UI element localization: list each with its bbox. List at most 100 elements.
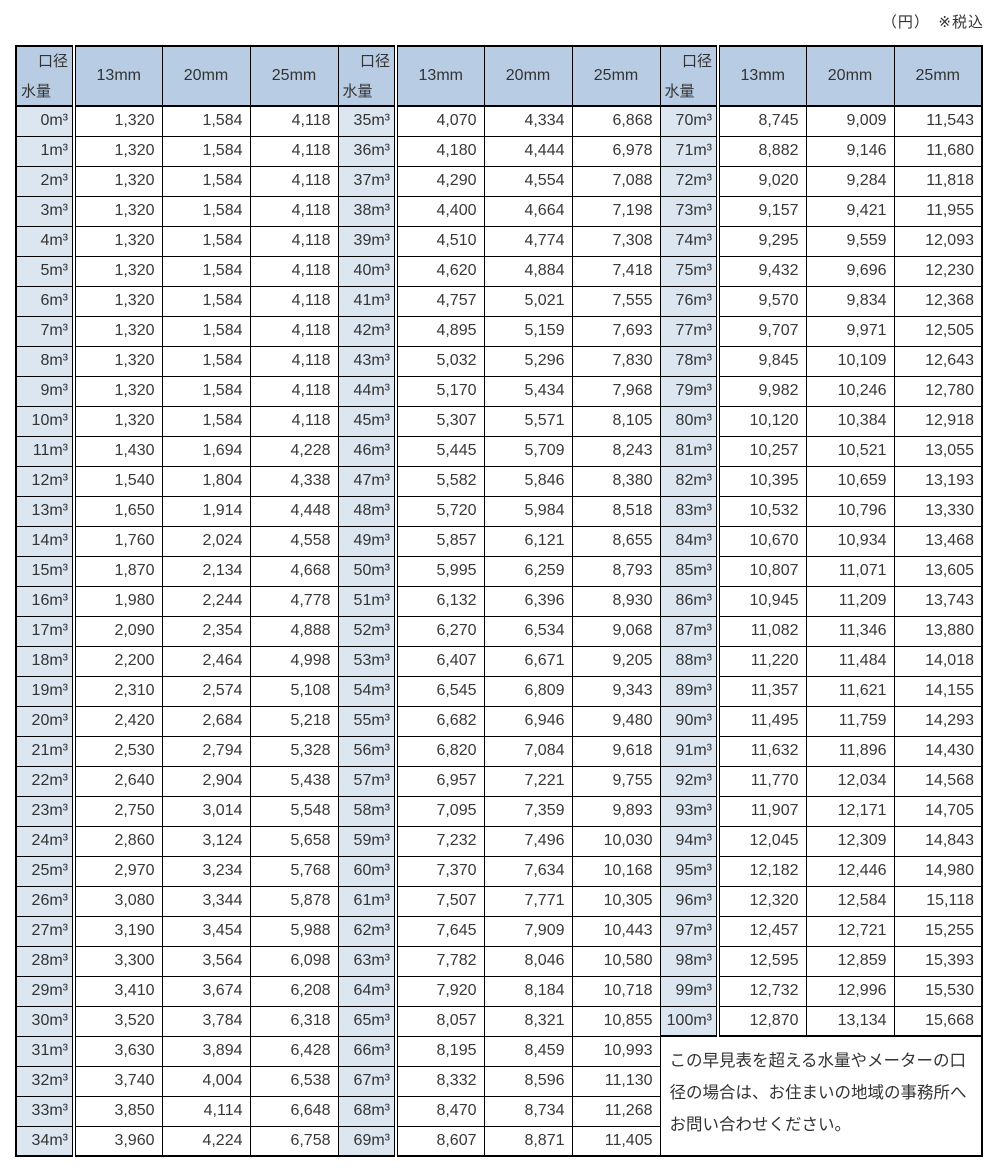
volume-label: 水量 (342, 83, 373, 100)
price-cell: 14,293 (893, 705, 983, 737)
price-cell: 6,946 (483, 705, 573, 737)
price-cell: 4,118 (249, 285, 339, 317)
table-row: 30m³ 3,520 3,784 6,318 65m³ 8,057 8,321 10,855 1… (15, 1005, 983, 1037)
volume-cell: 72m³ (659, 165, 720, 197)
price-cell: 8,882 (717, 135, 807, 167)
price-cell: 7,968 (571, 375, 661, 407)
price-cell: 5,438 (249, 765, 339, 797)
price-cell: 8,184 (483, 975, 573, 1007)
volume-cell: 9m³ (15, 375, 76, 407)
price-cell: 6,868 (571, 105, 661, 137)
volume-cell: 73m³ (659, 195, 720, 227)
price-cell: 6,407 (395, 645, 485, 677)
price-cell: 1,584 (161, 225, 251, 257)
price-cell: 3,080 (73, 885, 163, 917)
price-cell: 9,570 (717, 285, 807, 317)
price-cell: 12,309 (805, 825, 895, 857)
price-cell: 1,584 (161, 285, 251, 317)
price-cell: 1,320 (73, 405, 163, 437)
price-cell: 2,530 (73, 735, 163, 767)
price-cell: 6,682 (395, 705, 485, 737)
price-cell: 3,894 (161, 1035, 251, 1067)
price-cell: 11,770 (717, 765, 807, 797)
price-cell: 4,558 (249, 525, 339, 557)
corner-header-cell: 口径 水量 (337, 45, 398, 107)
price-cell: 10,659 (805, 465, 895, 497)
volume-cell: 85m³ (659, 555, 720, 587)
volume-cell: 37m³ (337, 165, 398, 197)
volume-cell: 69m³ (337, 1125, 398, 1157)
price-cell: 9,707 (717, 315, 807, 347)
price-cell: 8,596 (483, 1065, 573, 1097)
price-cell: 10,718 (571, 975, 661, 1007)
price-cell: 1,914 (161, 495, 251, 527)
price-cell: 9,421 (805, 195, 895, 227)
volume-cell: 46m³ (337, 435, 398, 467)
price-cell: 4,224 (161, 1125, 251, 1157)
price-cell: 7,830 (571, 345, 661, 377)
volume-cell: 96m³ (659, 885, 720, 917)
price-cell: 2,354 (161, 615, 251, 647)
price-cell: 2,244 (161, 585, 251, 617)
price-cell: 11,220 (717, 645, 807, 677)
volume-cell: 50m³ (337, 555, 398, 587)
price-cell: 10,443 (571, 915, 661, 947)
volume-cell: 65m³ (337, 1005, 398, 1037)
price-cell: 6,121 (483, 525, 573, 557)
price-cell: 10,030 (571, 825, 661, 857)
table-row: 33m³ 3,850 4,114 6,648 68m³ 8,470 8,734 11,268 (15, 1095, 982, 1127)
table-row: 16m³ 1,980 2,244 4,778 51m³ 6,132 6,396 8,930 86… (15, 585, 983, 617)
price-cell: 1,584 (161, 375, 251, 407)
price-cell: 5,988 (249, 915, 339, 947)
price-cell: 10,532 (717, 495, 807, 527)
volume-cell: 79m³ (659, 375, 720, 407)
volume-cell: 100m³ (659, 1005, 720, 1037)
volume-cell: 49m³ (337, 525, 398, 557)
volume-cell: 63m³ (337, 945, 398, 977)
column-header-13mm: 13mm (395, 45, 485, 107)
price-cell: 4,118 (249, 315, 339, 347)
volume-cell: 36m³ (337, 135, 398, 167)
price-cell: 11,357 (717, 675, 807, 707)
volume-cell: 80m³ (659, 405, 720, 437)
column-header-20mm: 20mm (161, 45, 251, 107)
diameter-label: 口径 (37, 53, 68, 70)
volume-cell: 4m³ (15, 225, 76, 257)
price-cell: 10,384 (805, 405, 895, 437)
price-cell: 9,893 (571, 795, 661, 827)
price-cell: 8,518 (571, 495, 661, 527)
price-cell: 1,980 (73, 585, 163, 617)
price-cell: 15,668 (893, 1005, 983, 1037)
price-cell: 10,521 (805, 435, 895, 467)
price-cell: 8,734 (483, 1095, 573, 1127)
volume-cell: 10m³ (15, 405, 76, 437)
volume-cell: 91m³ (659, 735, 720, 767)
volume-cell: 15m³ (15, 555, 76, 587)
volume-cell: 60m³ (337, 855, 398, 887)
table-row: 12m³ 1,540 1,804 4,338 47m³ 5,582 5,846 8,380 82… (15, 465, 983, 497)
volume-cell: 98m³ (659, 945, 720, 977)
price-cell: 8,243 (571, 435, 661, 467)
volume-cell: 30m³ (15, 1005, 76, 1037)
price-cell: 5,720 (395, 495, 485, 527)
volume-cell: 94m³ (659, 825, 720, 857)
price-cell: 15,393 (893, 945, 983, 977)
price-cell: 7,308 (571, 225, 661, 257)
price-cell: 3,740 (73, 1065, 163, 1097)
volume-cell: 25m³ (15, 855, 76, 887)
price-cell: 10,945 (717, 585, 807, 617)
price-cell: 7,782 (395, 945, 485, 977)
price-cell: 8,459 (483, 1035, 573, 1067)
price-cell: 4,118 (249, 225, 339, 257)
price-cell: 8,332 (395, 1065, 485, 1097)
price-cell: 1,760 (73, 525, 163, 557)
volume-cell: 76m³ (659, 285, 720, 317)
price-cell: 12,368 (893, 285, 983, 317)
table-row: 15m³ 1,870 2,134 4,668 50m³ 5,995 6,259 8,793 85… (15, 555, 983, 587)
price-cell: 5,984 (483, 495, 573, 527)
price-cell: 3,960 (73, 1125, 163, 1157)
price-cell: 4,118 (249, 405, 339, 437)
price-cell: 3,190 (73, 915, 163, 947)
price-cell: 11,130 (571, 1065, 661, 1097)
